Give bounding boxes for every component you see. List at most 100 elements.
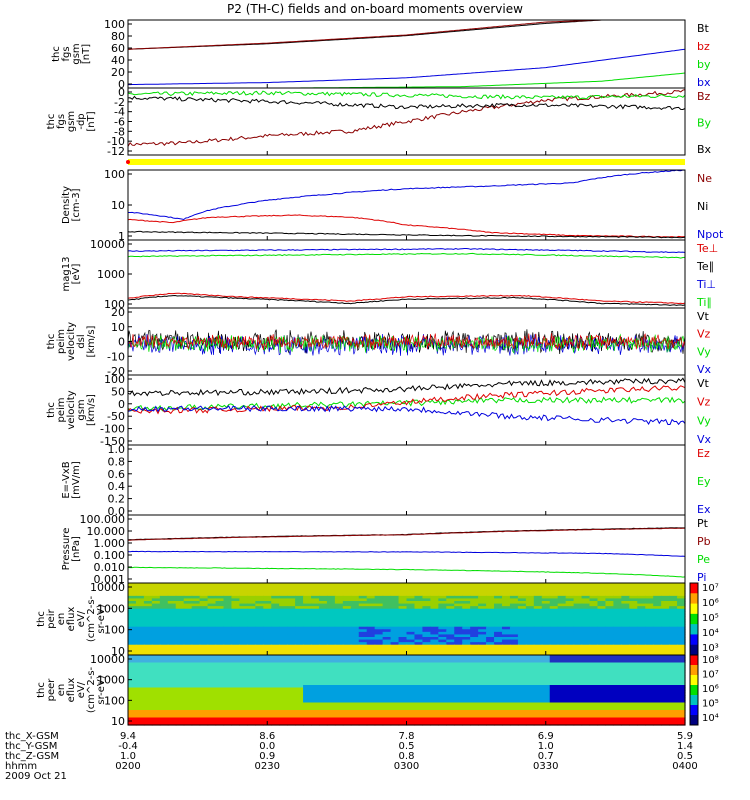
heatmap-cell: [303, 705, 312, 709]
heatmap-cell: [167, 670, 177, 674]
heatmap-cell: [517, 588, 527, 592]
heatmap-cell: [135, 685, 145, 689]
heatmap-cell: [605, 682, 614, 686]
heatmap-cell: [470, 662, 479, 666]
heatmap-cell: [151, 639, 161, 643]
heatmap-cell: [390, 657, 400, 661]
heatmap-cell: [573, 634, 583, 638]
heatmap-cell: [430, 637, 439, 641]
heatmap-cell: [191, 680, 201, 684]
heatmap-cell: [438, 655, 447, 659]
heatmap-cell: [486, 670, 495, 674]
heatmap-cell: [565, 647, 575, 651]
heatmap-cell: [581, 715, 591, 719]
heatmap-cell: [151, 624, 161, 628]
heatmap-cell: [653, 585, 662, 589]
heatmap-cell: [398, 667, 408, 671]
heatmap-cell: [358, 667, 368, 671]
heatmap-cell: [414, 685, 424, 689]
heatmap-cell: [581, 629, 591, 633]
heatmap-cell: [589, 611, 599, 615]
heatmap-cell: [326, 637, 336, 641]
heatmap-cell: [677, 665, 686, 669]
heatmap-cell: [414, 707, 424, 711]
heatmap-cell: [231, 593, 240, 597]
heatmap-cell: [525, 629, 535, 633]
heatmap-cell: [199, 675, 209, 679]
heatmap-cell: [390, 655, 400, 659]
heatmap-cell: [295, 672, 304, 676]
heatmap-cell: [326, 595, 336, 600]
heatmap-cell: [494, 662, 503, 666]
heatmap-cell: [573, 712, 583, 716]
heatmap-cell: [326, 642, 336, 646]
heatmap-cell: [223, 667, 233, 671]
heatmap-cell: [342, 655, 352, 659]
heatmap-cell: [589, 613, 599, 618]
heatmap-cell: [525, 598, 535, 602]
heatmap-cell: [589, 680, 599, 684]
heatmap-cell: [350, 715, 360, 719]
heatmap-cell: [159, 583, 169, 587]
heatmap-cell: [175, 707, 185, 711]
heatmap-cell: [454, 685, 463, 689]
heatmap-cell: [573, 595, 583, 600]
heatmap-cell: [414, 690, 424, 694]
heatmap-cell: [605, 642, 614, 646]
heatmap-cell: [661, 712, 670, 716]
heatmap-cell: [629, 710, 638, 714]
heatmap-cell: [573, 616, 583, 620]
heatmap-cell: [175, 611, 185, 615]
heatmap-cell: [159, 682, 169, 686]
heatmap-cell: [295, 662, 304, 666]
heatmap-cell: [223, 637, 233, 641]
heatmap-cell: [557, 715, 567, 719]
heatmap-cell: [621, 637, 630, 641]
heatmap-cell: [159, 590, 169, 594]
heatmap-cell: [541, 642, 551, 646]
heatmap-cell: [247, 598, 256, 602]
heatmap-cell: [167, 611, 177, 615]
heatmap-cell: [167, 662, 177, 666]
heatmap-cell: [653, 705, 662, 709]
heatmap-cell: [541, 695, 551, 699]
heatmap-cell: [223, 675, 233, 679]
heatmap-cell: [597, 619, 607, 623]
heatmap-cell: [621, 677, 630, 681]
heatmap-cell: [541, 697, 551, 701]
heatmap-cell: [263, 583, 272, 587]
heatmap-cell: [581, 702, 591, 706]
heatmap-cell: [167, 677, 177, 681]
heatmap-cell: [494, 657, 503, 661]
heatmap-cell: [565, 660, 575, 664]
legend-Pt: Pt: [697, 517, 709, 530]
y-tick-label: 0: [118, 398, 125, 411]
heatmap-cell: [231, 626, 240, 630]
heatmap-cell: [414, 629, 424, 633]
heatmap-cell: [509, 695, 519, 699]
heatmap-cell: [549, 598, 559, 602]
heatmap-cell: [573, 624, 583, 628]
heatmap-cell: [478, 649, 487, 654]
heatmap-cell: [661, 707, 670, 711]
heatmap-cell: [525, 647, 535, 651]
heatmap-cell: [509, 660, 519, 664]
heatmap-cell: [342, 697, 352, 701]
heatmap-cell: [303, 593, 312, 597]
heatmap-cell: [509, 705, 519, 709]
heatmap-cell: [239, 652, 248, 656]
heatmap-cell: [621, 590, 630, 594]
heatmap-cell: [589, 634, 599, 638]
heatmap-cell: [358, 598, 368, 602]
heatmap-cell: [366, 619, 376, 623]
heatmap-cell: [406, 644, 416, 648]
heatmap-cell: [533, 624, 543, 628]
heatmap-cell: [311, 598, 320, 602]
heatmap-cell: [326, 662, 336, 666]
heatmap-cell: [231, 667, 240, 671]
heatmap-cell: [438, 626, 447, 630]
heatmap-cell: [406, 682, 416, 686]
heatmap-cell: [414, 657, 424, 661]
heatmap-cell: [637, 631, 646, 636]
